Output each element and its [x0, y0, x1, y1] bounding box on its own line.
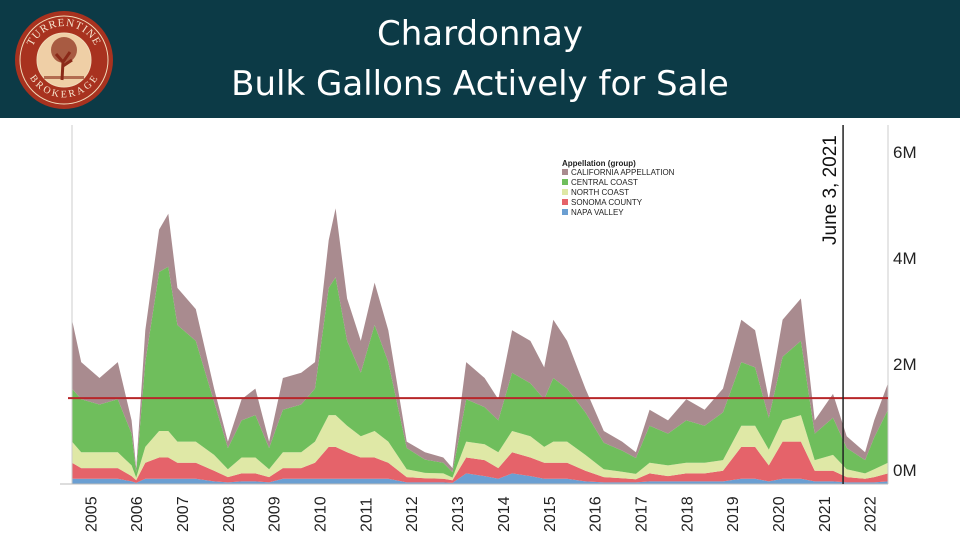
title-line-2: Bulk Gallons Actively for Sale	[231, 64, 729, 104]
y-tick-label: 2M	[893, 355, 917, 374]
legend-label: SONOMA COUNTY	[571, 198, 643, 207]
legend-label: NAPA VALLEY	[571, 208, 624, 217]
y-tick-label: 4M	[893, 249, 917, 268]
x-tick-label: 2012	[404, 496, 421, 532]
y-tick-label: 0M	[893, 461, 917, 480]
legend-label: NORTH COAST	[571, 188, 629, 197]
header-banner: TURRENTINE BROKERAGE Chardonnay Bulk Gal…	[0, 0, 960, 118]
x-tick-label: 2013	[450, 496, 467, 532]
title-line-1: Chardonnay	[377, 14, 583, 54]
area-central-coast	[72, 266, 888, 478]
x-tick-label: 2015	[542, 496, 559, 532]
legend-swatch	[562, 189, 568, 195]
y-tick-label: 6M	[893, 143, 917, 162]
x-tick-label: 2017	[633, 496, 650, 532]
legend: Appellation (group) CALIFORNIA APPELLATI…	[562, 159, 675, 217]
area-sonoma-county	[72, 441, 888, 483]
area-layers	[72, 208, 888, 484]
x-tick-labels: 2005 2006 2007 2008 2009 2010 2011 2012 2013 2014…	[83, 496, 879, 532]
x-tick-label: 2010	[313, 496, 330, 532]
legend-title: Appellation (group)	[562, 159, 636, 168]
x-tick-label: 2018	[679, 496, 696, 532]
y-tick-labels: 0M 2M 4M 6M	[893, 143, 917, 480]
x-tick-label: 2011	[358, 497, 375, 532]
x-tick-label: 2019	[725, 496, 742, 532]
x-tick-label: 2020	[771, 496, 788, 532]
x-tick-label: 2008	[221, 496, 238, 532]
x-tick-label: 2005	[83, 496, 100, 532]
x-tick-label: 2009	[267, 496, 284, 532]
x-tick-label: 2022	[863, 496, 880, 532]
legend-label: CALIFORNIA APPELLATION	[571, 168, 675, 177]
legend-swatch	[562, 179, 568, 185]
area-napa-valley	[72, 473, 888, 484]
annotation-label: June 3, 2021	[820, 135, 841, 245]
x-tick-label: 2014	[496, 496, 513, 532]
x-tick-label: 2021	[817, 496, 834, 532]
legend-swatch	[562, 209, 568, 215]
area-north-coast	[72, 415, 888, 481]
x-tick-label: 2007	[175, 496, 192, 532]
x-tick-label: 2016	[588, 496, 605, 532]
legend-swatch	[562, 199, 568, 205]
legend-swatch	[562, 169, 568, 175]
area-california-appellation	[72, 208, 888, 473]
legend-label: CENTRAL COAST	[571, 178, 638, 187]
x-tick-label: 2006	[129, 496, 146, 532]
turrentine-logo: TURRENTINE BROKERAGE	[15, 11, 113, 109]
